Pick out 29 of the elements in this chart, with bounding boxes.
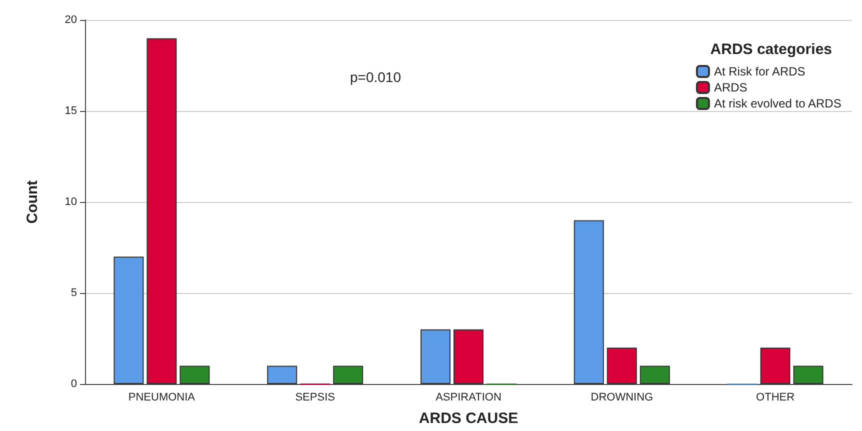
legend-label: At Risk for ARDS: [714, 64, 806, 78]
annotation: p=0.010: [350, 69, 402, 85]
y-tick-label: 0: [70, 378, 77, 390]
bar: [333, 366, 364, 384]
bar: [114, 256, 144, 384]
y-tick-label: 20: [64, 14, 77, 26]
bar: [574, 220, 604, 384]
bar: [793, 366, 824, 384]
bar: [760, 348, 790, 384]
x-tick-label: DROWNING: [590, 392, 654, 404]
y-tick-label: 5: [70, 287, 77, 299]
bar: [420, 329, 450, 384]
legend-title: ARDS categories: [710, 41, 832, 58]
y-tick-label: 15: [64, 105, 77, 117]
x-tick-label: SEPSIS: [295, 392, 335, 404]
y-axis-title: Count: [24, 180, 41, 224]
x-tick-label: ASPIRATION: [436, 392, 502, 404]
x-tick-label: PNEUMONIA: [128, 392, 196, 404]
legend-label: ARDS: [714, 80, 748, 94]
bar: [640, 366, 670, 384]
bar: [267, 366, 298, 384]
y-tick-label: 10: [64, 196, 77, 208]
legend-label: At risk evolved to ARDS: [714, 96, 842, 110]
bar: [146, 38, 177, 384]
bar: [180, 366, 210, 384]
x-tick-label: OTHER: [756, 392, 795, 404]
x-axis-title: ARDS CAUSE: [418, 410, 518, 427]
bar: [454, 329, 484, 384]
bar: [606, 348, 637, 384]
